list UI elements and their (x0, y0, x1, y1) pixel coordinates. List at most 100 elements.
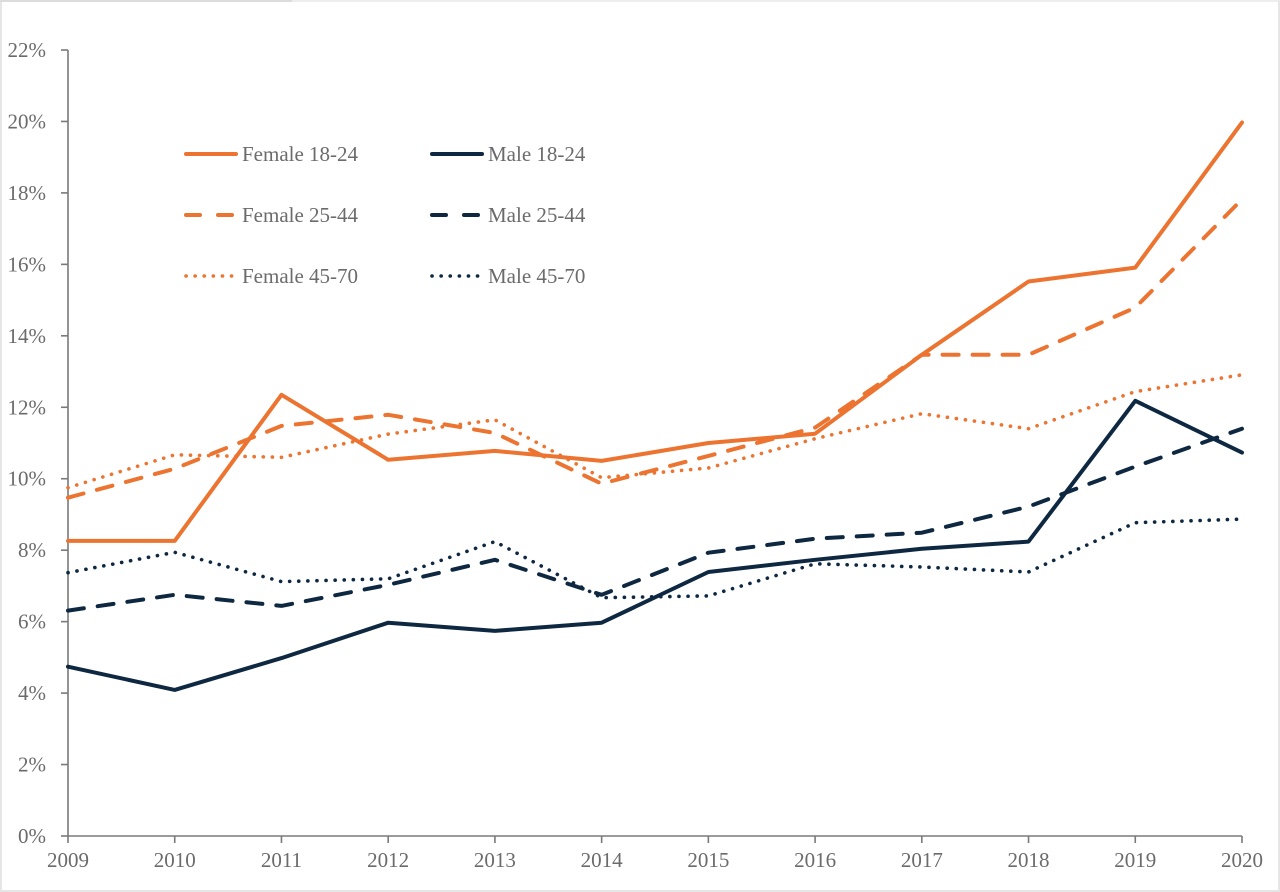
legend-label: Female 45-70 (242, 264, 358, 288)
series-male-18-24 (66, 398, 1244, 692)
x-tick-label: 2009 (47, 848, 89, 872)
y-tick-label: 6% (18, 610, 46, 634)
data-point-male-18-24 (173, 688, 177, 692)
x-tick-label: 2018 (1008, 848, 1050, 872)
y-axis: 0% 2% 4% 6% 8% 10% 12% 14% 16% 18% 20% 22% (8, 38, 69, 848)
series-line-male-45-70 (66, 517, 1244, 600)
x-tick-label: 2014 (581, 848, 624, 872)
series-female-45-70 (66, 372, 1244, 490)
data-point-male-45-70 (1133, 521, 1137, 525)
legend: Female 18-24 Male 18-24 Female 25-44 Male 2… (184, 142, 586, 288)
data-point-male-18-24 (706, 570, 710, 574)
data-point-male-18-24 (813, 558, 817, 562)
data-point-male-45-70 (813, 562, 817, 566)
legend-item-male-25-44: Male 25-44 (430, 203, 586, 227)
data-point-male-18-24 (386, 621, 390, 625)
y-tick-label: 8% (18, 538, 46, 562)
legend-item-male-18-24: Male 18-24 (430, 142, 586, 166)
data-point-male-25-44 (66, 609, 70, 613)
data-point-female-25-44 (66, 496, 70, 500)
data-point-female-45-70 (600, 476, 604, 480)
data-point-male-25-44 (279, 604, 283, 608)
data-point-female-25-44 (1027, 353, 1031, 357)
legend-label: Male 18-24 (488, 142, 586, 166)
data-point-female-25-44 (386, 413, 390, 417)
data-point-female-25-44 (173, 467, 177, 471)
y-tick-label: 14% (8, 324, 47, 348)
series-line-female-25-44 (66, 197, 1244, 500)
data-point-male-45-70 (66, 571, 70, 575)
x-tick-label: 2011 (261, 848, 302, 872)
data-point-male-25-44 (813, 537, 817, 541)
data-point-female-45-70 (706, 466, 710, 470)
x-tick-label: 2012 (367, 848, 409, 872)
data-point-female-45-70 (493, 418, 497, 422)
data-point-male-45-70 (1027, 570, 1031, 574)
data-point-male-25-44 (1240, 427, 1244, 431)
data-point-male-25-44 (1133, 465, 1137, 469)
series-female-18-24 (66, 120, 1244, 543)
data-point-female-45-70 (279, 455, 283, 459)
data-point-male-25-44 (920, 531, 924, 535)
data-point-female-18-24 (600, 459, 604, 463)
y-tick-label: 20% (8, 109, 47, 133)
data-point-female-25-44 (920, 353, 924, 357)
legend-label: Female 18-24 (242, 142, 359, 166)
data-point-male-25-44 (493, 558, 497, 562)
legend-label: Female 25-44 (242, 203, 359, 227)
x-tick-label: 2017 (901, 848, 943, 872)
data-point-female-25-44 (279, 424, 283, 428)
x-tick-label: 2016 (794, 848, 836, 872)
legend-label: Male 45-70 (488, 264, 585, 288)
data-point-male-45-70 (920, 565, 924, 569)
data-point-male-45-70 (600, 596, 604, 600)
data-point-female-25-44 (1133, 306, 1137, 310)
legend-item-male-45-70: Male 45-70 (430, 264, 585, 288)
data-point-male-18-24 (1133, 399, 1137, 403)
data-point-male-18-24 (1027, 540, 1031, 544)
y-tick-label: 12% (8, 395, 47, 419)
data-point-male-45-70 (1240, 517, 1244, 521)
legend-item-female-45-70: Female 45-70 (184, 264, 358, 288)
y-tick-label: 2% (18, 753, 46, 777)
data-point-female-45-70 (173, 453, 177, 457)
x-tick-label: 2015 (687, 848, 729, 872)
data-point-male-45-70 (173, 550, 177, 554)
y-tick-label: 4% (18, 681, 46, 705)
data-point-male-45-70 (279, 580, 283, 584)
x-tick-label: 2020 (1221, 848, 1263, 872)
data-point-female-45-70 (1240, 373, 1244, 377)
data-point-female-18-24 (1133, 266, 1137, 270)
data-point-male-18-24 (920, 547, 924, 551)
data-point-male-25-44 (386, 583, 390, 587)
data-point-male-45-70 (386, 577, 390, 581)
legend-item-female-25-44: Female 25-44 (184, 203, 359, 227)
y-tick-label: 16% (8, 252, 47, 276)
data-point-female-18-24 (1027, 280, 1031, 284)
legend-label: Male 25-44 (488, 203, 586, 227)
data-point-female-18-24 (493, 449, 497, 453)
x-tick-label: 2019 (1114, 848, 1156, 872)
top-border-band (0, 0, 292, 2)
data-point-female-18-24 (173, 539, 177, 543)
data-point-male-18-24 (66, 665, 70, 669)
x-tick-label: 2010 (154, 848, 196, 872)
data-point-female-25-44 (600, 482, 604, 486)
data-point-male-18-24 (279, 656, 283, 660)
series-male-45-70 (66, 517, 1244, 600)
x-axis: 2009 2010 2011 2012 2013 2014 2015 2016 2017 2018… (47, 835, 1263, 872)
x-tick-label: 2013 (474, 848, 516, 872)
data-point-female-25-44 (706, 454, 710, 458)
data-point-female-45-70 (66, 486, 70, 490)
data-point-female-45-70 (386, 432, 390, 436)
y-tick-label: 0% (18, 824, 46, 848)
data-point-female-45-70 (1133, 390, 1137, 394)
data-point-male-25-44 (173, 593, 177, 597)
data-point-female-45-70 (813, 437, 817, 441)
data-point-female-25-44 (813, 426, 817, 430)
y-tick-label: 22% (8, 38, 47, 62)
data-point-male-18-24 (1240, 451, 1244, 455)
series-layer (66, 120, 1244, 692)
y-tick-label: 10% (8, 467, 47, 491)
